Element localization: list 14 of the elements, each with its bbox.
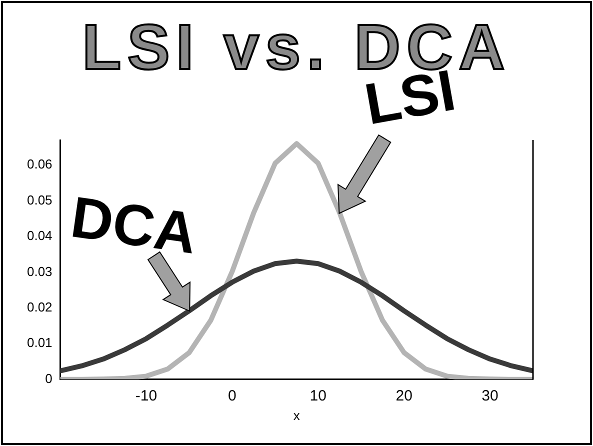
y-tick-label: 0.01 <box>26 335 52 350</box>
x-axis-title: x <box>293 408 300 423</box>
x-tick-label: 20 <box>396 388 412 405</box>
y-tick-label: 0 <box>45 370 52 386</box>
y-tick-label: 0.06 <box>26 156 52 172</box>
x-tick-label: 10 <box>310 388 326 405</box>
y-tick-label: 0.02 <box>26 300 52 315</box>
text: DCA <box>67 184 201 268</box>
x-tick-label: 0 <box>228 388 236 405</box>
y-tick-label: 0.03 <box>26 264 52 279</box>
y-tick-label: 0.04 <box>26 228 52 244</box>
y-tick-label: 0.05 <box>26 192 52 208</box>
x-tick-label: -10 <box>135 388 158 405</box>
x-tick-label: 30 <box>482 388 498 405</box>
